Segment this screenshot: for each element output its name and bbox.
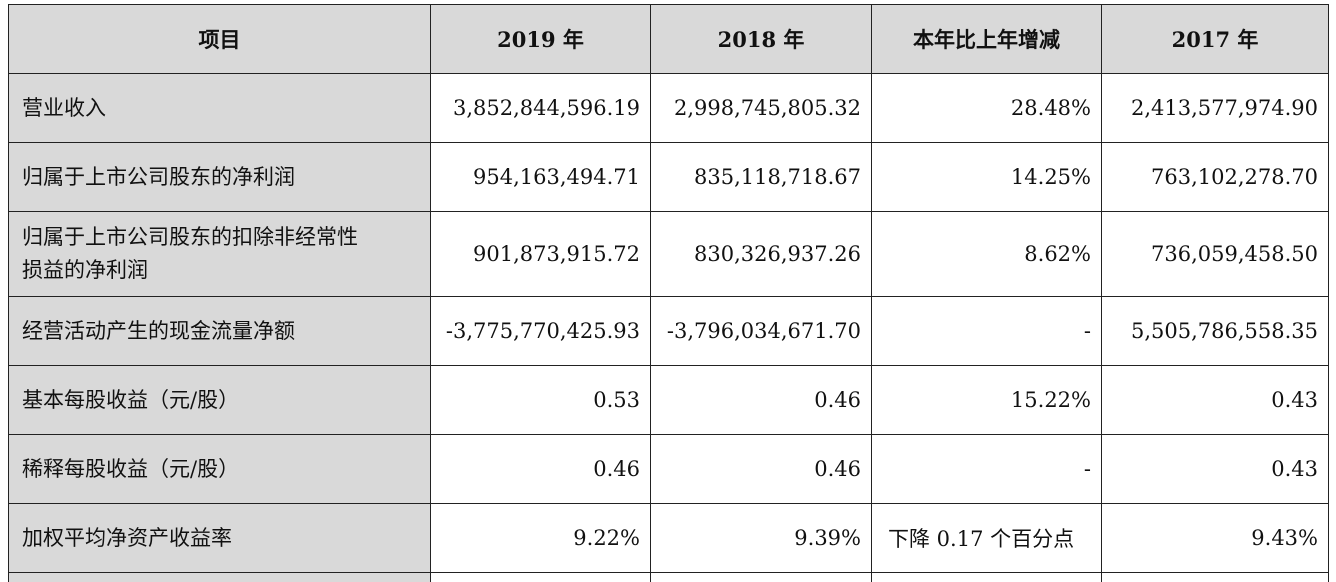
cell-change: 8.62% [871,211,1102,297]
cell-2017: 736,059,458.50 [1101,211,1329,297]
table-row: 经营活动产生的现金流量净额 -3,775,770,425.93 -3,796,0… [8,296,1329,366]
cell-2018: 835,118,718.67 [650,142,872,212]
cell-2017 [1101,572,1329,582]
cell-2019: -3,775,770,425.93 [430,296,651,366]
cell-2018 [650,572,872,582]
table-header-row: 项目 2019 年 2018 年 本年比上年增减 2017 年 [8,4,1329,74]
cell-2019: 0.46 [430,434,651,504]
row-label: 基本每股收益（元/股） [8,365,431,435]
cell-2019: 0.53 [430,365,651,435]
table-row: 稀释每股收益（元/股） 0.46 0.46 - 0.43 [8,434,1329,504]
cell-2018: 9.39% [650,503,872,573]
row-label-line-2: 损益的净利润 [22,258,148,282]
cell-change: 15.22% [871,365,1102,435]
cell-2017: 0.43 [1101,365,1329,435]
header-2019: 2019 年 [430,4,651,74]
cell-2017: 9.43% [1101,503,1329,573]
cell-change: - [871,296,1102,366]
header-change: 本年比上年增减 [871,4,1102,74]
cell-2019: 901,873,915.72 [430,211,651,297]
cell-change [871,572,1102,582]
row-label [8,572,431,582]
cell-2019: 9.22% [430,503,651,573]
table-row: 归属于上市公司股东的扣除非经常性 损益的净利润 901,873,915.72 8… [8,211,1329,297]
row-label: 归属于上市公司股东的净利润 [8,142,431,212]
table-row: 加权平均净资产收益率 9.22% 9.39% 下降 0.17 个百分点 9.43… [8,503,1329,573]
row-label: 归属于上市公司股东的扣除非经常性 损益的净利润 [8,211,431,297]
header-2017: 2017 年 [1101,4,1329,74]
header-2018: 2018 年 [650,4,872,74]
header-item: 项目 [8,4,431,74]
cell-change: 14.25% [871,142,1102,212]
row-label: 加权平均净资产收益率 [8,503,431,573]
financial-summary-table: 项目 2019 年 2018 年 本年比上年增减 2017 年 营业收入 3,8… [8,4,1329,582]
cell-2018: 0.46 [650,434,872,504]
cell-change: 28.48% [871,73,1102,143]
row-label: 经营活动产生的现金流量净额 [8,296,431,366]
cell-2019: 954,163,494.71 [430,142,651,212]
cell-2018: 2,998,745,805.32 [650,73,872,143]
row-label: 营业收入 [8,73,431,143]
cell-2018: -3,796,034,671.70 [650,296,872,366]
row-label: 稀释每股收益（元/股） [8,434,431,504]
cell-2018: 0.46 [650,365,872,435]
cell-change: 下降 0.17 个百分点 [871,503,1102,573]
table-row: 基本每股收益（元/股） 0.53 0.46 15.22% 0.43 [8,365,1329,435]
cell-2017: 763,102,278.70 [1101,142,1329,212]
cell-2017: 5,505,786,558.35 [1101,296,1329,366]
cell-2017: 2,413,577,974.90 [1101,73,1329,143]
cell-2017: 0.43 [1101,434,1329,504]
table-row-cut-off [8,572,1329,582]
cell-2019 [430,572,651,582]
table-row: 营业收入 3,852,844,596.19 2,998,745,805.32 2… [8,73,1329,143]
cell-change: - [871,434,1102,504]
table-row: 归属于上市公司股东的净利润 954,163,494.71 835,118,718… [8,142,1329,212]
cell-2018: 830,326,937.26 [650,211,872,297]
row-label-line-1: 归属于上市公司股东的扣除非经常性 [22,225,358,249]
cell-2019: 3,852,844,596.19 [430,73,651,143]
